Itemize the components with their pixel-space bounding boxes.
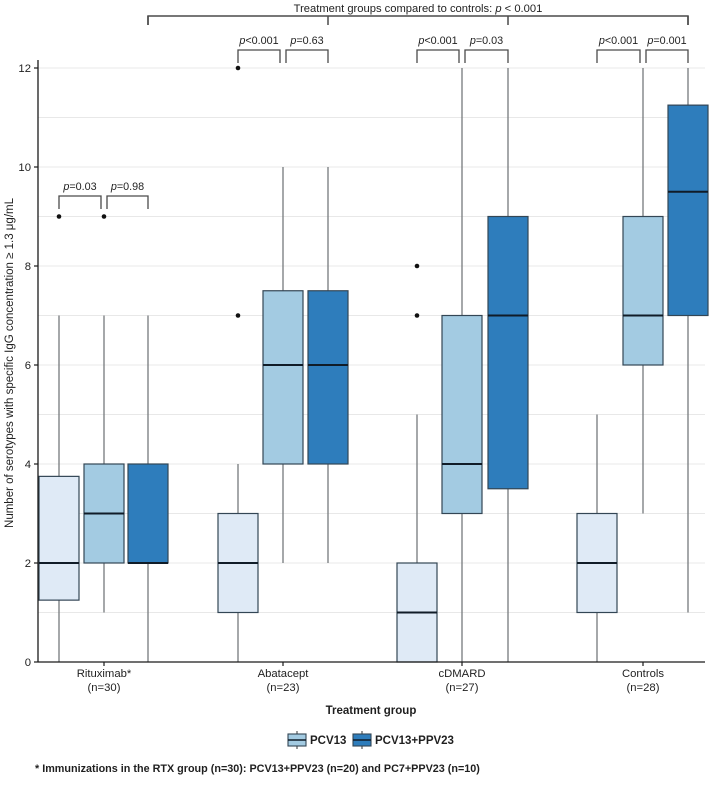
annotations-layer: p=0.03 p=0.98p<0.001 p=0.63 p<0.001 p=0.03 p<… [58, 3, 689, 209]
y-tick-label: 8 [25, 261, 31, 273]
p-text-part: =0.98 [117, 181, 144, 193]
pvalue-bracket [645, 49, 689, 63]
pvalue-label: p=0.03 [62, 181, 96, 193]
pvalue-label: p=0.001 [646, 35, 686, 47]
pvalue-label: p=0.63 [289, 35, 323, 47]
box-rect [441, 314, 483, 515]
footnote: * Immunizations in the RTX group (n=30):… [35, 763, 480, 775]
legend-label-pcv13: PCV13 [310, 735, 346, 747]
pvalue-label: p=0.03 [469, 35, 503, 47]
p-text-part: =0.63 [296, 35, 323, 47]
outlier-dot [235, 65, 241, 71]
boxes-layer [38, 65, 709, 663]
legend-glyphs [287, 731, 372, 749]
box-rect [622, 215, 664, 366]
p-text-part: Treatment groups compared to controls: [294, 3, 496, 15]
y-tick-label: 12 [18, 63, 31, 75]
y-tick-label: 6 [25, 360, 31, 372]
p-text-part: p [110, 181, 117, 193]
y-tick-label: 10 [18, 162, 31, 174]
group-label: Rituximab* [77, 668, 132, 680]
x-axis-title: Treatment group [326, 705, 417, 717]
group-n-label: (n=28) [627, 682, 660, 694]
pvalue-bracket [237, 49, 281, 63]
legend: PCV13 PCV13+PPV23 [287, 731, 454, 749]
top-bracket-label: Treatment groups compared to controls: p… [294, 3, 543, 15]
pvalue-bracket [464, 49, 509, 63]
pvalue-bracket [106, 195, 149, 209]
y-tick-label: 4 [25, 459, 31, 471]
p-text-part: p [469, 35, 476, 47]
box-rect [262, 290, 304, 465]
p-text-part: p [494, 3, 501, 15]
p-text-part: <0.001 [245, 35, 278, 47]
group-label: cDMARD [438, 668, 485, 680]
y-axis-title: Number of serotypes with specific IgG co… [4, 197, 16, 528]
p-text-part: =0.001 [653, 35, 686, 47]
box-rect [38, 475, 80, 601]
pvalue-bracket [285, 49, 329, 63]
group-label: Controls [622, 668, 664, 680]
p-text-part: p [289, 35, 296, 47]
group-label: Abatacept [258, 668, 310, 680]
pvalue-label: p<0.001 [238, 35, 278, 47]
outlier-dot [235, 313, 241, 318]
pvalue-bracket [416, 49, 460, 63]
p-text-part: <0.001 [605, 35, 638, 47]
pvalue-label: p<0.001 [417, 35, 457, 47]
p-text-part: <0.001 [424, 35, 457, 47]
pvalue-bracket [596, 49, 641, 63]
y-tick-label: 0 [25, 657, 31, 669]
outlier-dot [414, 263, 420, 269]
p-text-part: p [598, 35, 605, 47]
y-tick-label: 2 [25, 558, 31, 570]
outlier-dot [414, 313, 420, 318]
outlier-dot [56, 214, 62, 219]
p-text-part: =0.03 [69, 181, 96, 193]
box-rect [487, 215, 529, 490]
group-n-label: (n=23) [267, 682, 300, 694]
pvalue-bracket [58, 195, 102, 209]
box-rect [667, 104, 709, 317]
group-n-label: (n=30) [88, 682, 121, 694]
pvalue-label: p<0.001 [598, 35, 638, 47]
outlier-dot [101, 214, 107, 219]
pvalue-label: p=0.98 [110, 181, 144, 193]
top-bracket [147, 15, 689, 25]
p-text-part: < 0.001 [502, 3, 543, 15]
p-text-part: p [62, 181, 69, 193]
legend-label-pcv13-ppv23: PCV13+PPV23 [375, 735, 454, 747]
p-text-part: =0.03 [476, 35, 503, 47]
box-rect [127, 463, 169, 564]
p-text-part: p [646, 35, 653, 47]
group-n-label: (n=27) [446, 682, 479, 694]
p-text-part: p [238, 35, 245, 47]
axes-layer: Rituximab* (n=30) Abatacept (n=23) cDMARD (n=… [18, 60, 705, 694]
box-rect [307, 290, 349, 465]
p-text-part: p [417, 35, 424, 47]
